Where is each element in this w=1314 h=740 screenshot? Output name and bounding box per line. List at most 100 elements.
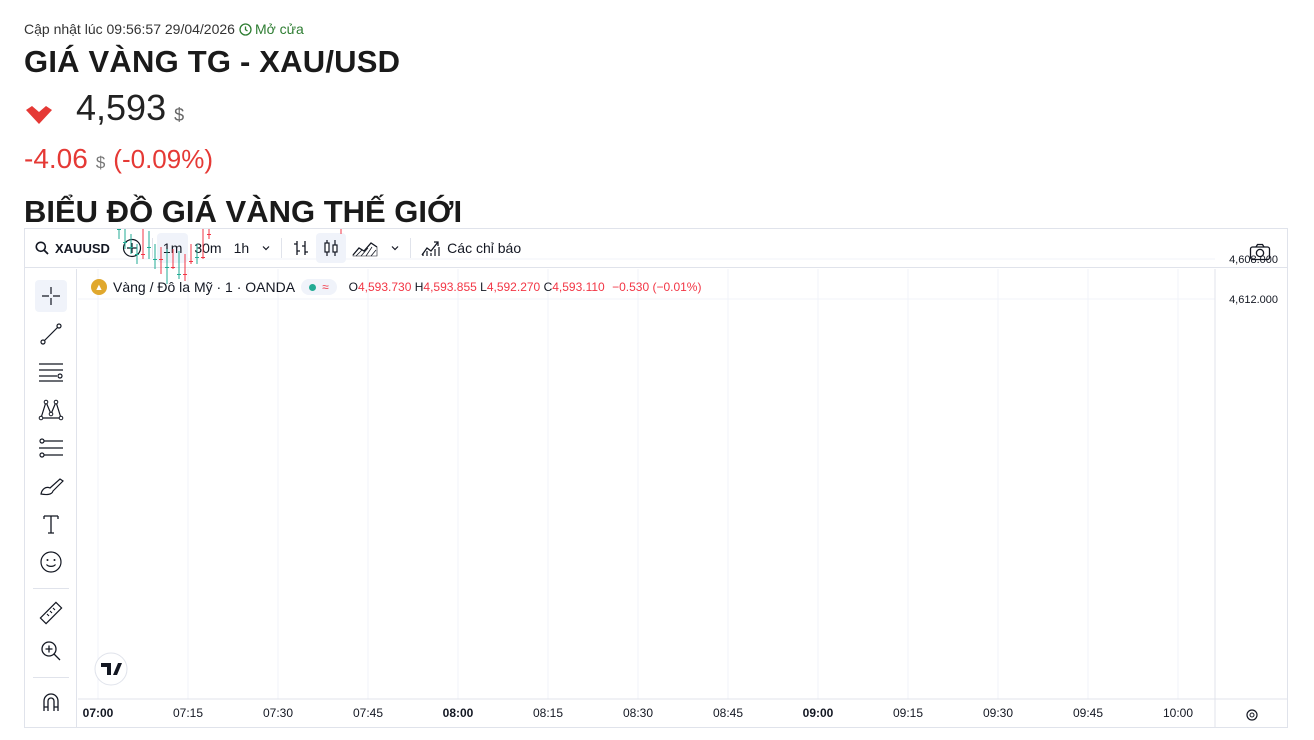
candles-style-button[interactable] xyxy=(316,233,347,263)
horizontal-lines-icon xyxy=(39,363,63,382)
drawing-toolbar xyxy=(25,269,77,727)
text-tool[interactable] xyxy=(35,508,67,540)
candle-body xyxy=(123,242,127,243)
price-row: 4,593 $ xyxy=(24,88,184,128)
candle-body xyxy=(147,247,151,248)
settings-gear-center xyxy=(1249,712,1255,718)
toolbar-divider xyxy=(151,238,153,258)
interval-1h[interactable]: 1h xyxy=(233,240,250,256)
toolbar-divider xyxy=(410,238,412,258)
area-style-button[interactable] xyxy=(346,233,384,263)
toolbar-divider xyxy=(281,238,283,258)
interval-30m[interactable]: 30m xyxy=(194,240,222,256)
close-value: 4,593.110 xyxy=(552,280,605,294)
pattern-tool[interactable] xyxy=(35,394,67,426)
tradingview-logo-mark xyxy=(101,663,122,675)
zoom-tool[interactable] xyxy=(35,635,67,667)
x-tick-label: 07:15 xyxy=(173,706,203,720)
chart-section-title: BIỂU ĐỒ GIÁ VÀNG THẾ GIỚI xyxy=(24,194,463,229)
brush-tool[interactable] xyxy=(35,470,67,502)
magnet-icon xyxy=(43,693,59,711)
candle-body xyxy=(189,261,193,262)
chart-legend: ▲ Vàng / Đô la Mỹ · 1 · OANDA ≈ O4,593.7… xyxy=(91,279,701,295)
trend-line-tool[interactable] xyxy=(35,318,67,350)
indicators-button[interactable]: Các chỉ báo xyxy=(415,233,527,263)
candle-body xyxy=(159,259,163,260)
candle-body xyxy=(195,257,199,258)
symbol-search[interactable]: XAUUSD xyxy=(25,233,116,263)
x-tick-label: 09:45 xyxy=(1073,706,1103,720)
bar-style-button[interactable] xyxy=(286,233,316,263)
updated-time: Cập nhật lúc 09:56:57 29/04/2026 xyxy=(24,21,235,37)
chart-type-dropdown[interactable] xyxy=(384,233,406,263)
area-chart-icon xyxy=(352,242,378,257)
change-value: −0.530 (−0.01%) xyxy=(612,280,702,294)
open-label: O xyxy=(348,280,358,294)
candles-icon xyxy=(324,240,338,256)
candle-body xyxy=(141,254,145,255)
x-tick-label: 10:00 xyxy=(1163,706,1193,720)
high-label: H xyxy=(414,280,424,294)
bars-icon xyxy=(294,241,309,255)
search-icon xyxy=(35,241,49,255)
price-chart[interactable]: 4,612.0004,608.0004,604.0004,600.0004,59… xyxy=(25,229,1287,727)
price-unit: $ xyxy=(174,105,185,125)
text-icon xyxy=(43,515,59,534)
candle-body xyxy=(207,234,211,235)
crosshair-tool[interactable] xyxy=(35,280,67,312)
ruler-tool[interactable] xyxy=(35,597,67,629)
ruler-icon xyxy=(39,601,63,625)
low-label: L xyxy=(480,280,487,294)
market-status: Mở cửa xyxy=(239,21,304,37)
price-change-percent: (-0.09%) xyxy=(113,144,213,174)
indicators-icon xyxy=(421,241,440,256)
trend-line-icon xyxy=(40,323,62,345)
candle-body xyxy=(201,257,205,258)
change-unit: $ xyxy=(95,153,106,172)
x-tick-label: 07:45 xyxy=(353,706,383,720)
x-tick-label: 08:45 xyxy=(713,706,743,720)
horizontal-lines-tool[interactable] xyxy=(35,356,67,388)
gold-coin-icon: ▲ xyxy=(91,279,107,295)
emoji-icon xyxy=(40,551,62,573)
zoom-in-icon xyxy=(41,641,61,661)
tool-divider xyxy=(33,588,69,589)
x-tick-label: 07:30 xyxy=(263,706,293,720)
wave-icon: ≈ xyxy=(322,280,329,294)
brush-icon xyxy=(40,478,64,496)
candle-body xyxy=(183,274,187,275)
candle-body xyxy=(129,247,133,248)
screenshot-button[interactable] xyxy=(1243,237,1277,267)
emoji-tool[interactable] xyxy=(35,546,67,578)
x-tick-label: 09:00 xyxy=(803,706,834,720)
high-value: 4,593.855 xyxy=(423,280,477,294)
market-status-label: Mở cửa xyxy=(254,21,304,37)
fib-icon xyxy=(39,438,63,458)
close-label: C xyxy=(543,280,553,294)
x-tick-label: 08:15 xyxy=(533,706,563,720)
interval-dropdown[interactable] xyxy=(255,233,277,263)
camera-icon xyxy=(1249,243,1271,261)
update-status: Cập nhật lúc 09:56:57 29/04/2026 Mở cửa xyxy=(24,21,304,37)
change-row: -4.06 $ (-0.09%) xyxy=(24,142,213,176)
tool-divider xyxy=(33,677,69,678)
low-value: 4,592.270 xyxy=(486,280,541,294)
market-status-pill[interactable]: ≈ xyxy=(301,279,337,295)
chevron-down-icon xyxy=(391,246,399,251)
legend-symbol-name: Vàng / Đô la Mỹ · 1 · OANDA xyxy=(113,279,296,295)
x-tick-label: 08:00 xyxy=(443,706,474,720)
magnet-tool[interactable] xyxy=(35,686,67,718)
candle-body xyxy=(117,229,121,230)
crosshair-icon xyxy=(42,287,60,305)
ohlc-values: O4,593.730 H4,593.855 L4,592.270 C4,593.… xyxy=(349,280,702,294)
clock-icon xyxy=(239,22,252,36)
candle-body xyxy=(177,274,181,275)
chart-widget: XAUUSD 1m 30m 1h Các chỉ báo xyxy=(24,228,1288,728)
x-tick-label: 09:15 xyxy=(893,706,923,720)
symbol-label: XAUUSD xyxy=(55,240,110,256)
y-tick-label: 4,608.000 xyxy=(1229,254,1278,266)
settings-gear-icon xyxy=(1246,709,1258,721)
fib-tool[interactable] xyxy=(35,432,67,464)
open-value: 4,593.730 xyxy=(358,280,412,294)
chevron-down-icon xyxy=(262,246,270,251)
